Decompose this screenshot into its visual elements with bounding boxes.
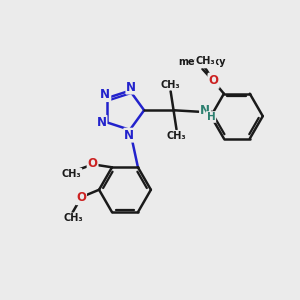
Text: N: N — [126, 81, 136, 94]
Text: H: H — [207, 112, 215, 122]
Text: N: N — [97, 116, 106, 129]
Text: O: O — [76, 191, 86, 204]
Text: O: O — [88, 157, 98, 170]
Text: CH₃: CH₃ — [167, 131, 186, 141]
Text: CH₃: CH₃ — [161, 80, 180, 90]
Text: CH₃: CH₃ — [63, 213, 83, 223]
Text: N: N — [124, 129, 134, 142]
Text: methoxy: methoxy — [179, 58, 226, 68]
Text: CH₃: CH₃ — [62, 169, 82, 179]
Text: N: N — [100, 88, 110, 101]
Text: N: N — [200, 104, 210, 117]
Text: O: O — [208, 74, 219, 87]
Text: CH₃: CH₃ — [196, 56, 215, 66]
Text: O: O — [208, 75, 219, 88]
